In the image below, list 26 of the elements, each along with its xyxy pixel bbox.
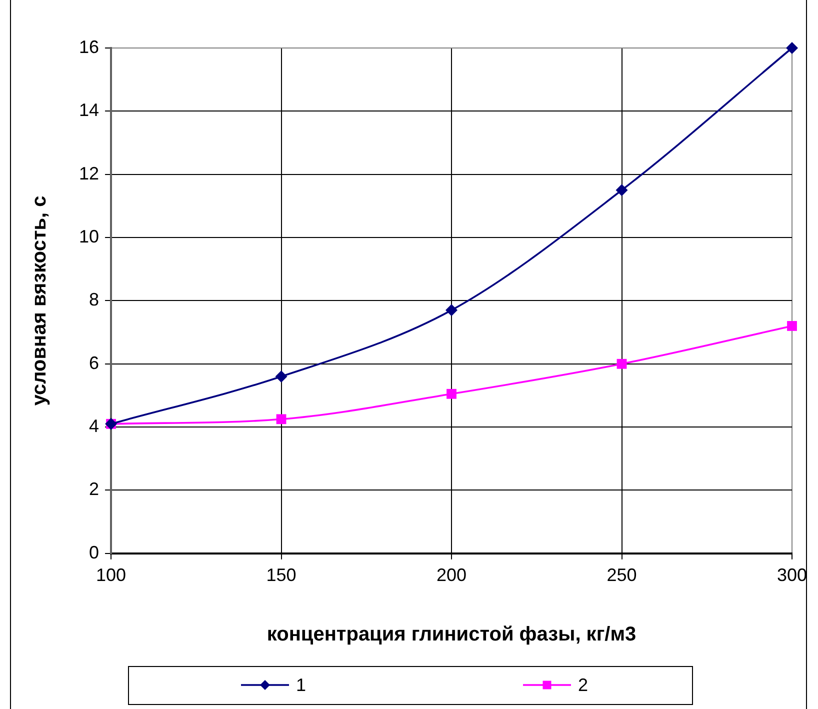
y-tick-label: 6 [89, 352, 100, 373]
point [787, 321, 797, 331]
y-tick-label: 0 [89, 542, 100, 562]
y-axis-title: условная вязкость, с [28, 196, 51, 406]
x-tick-label: 300 [776, 565, 808, 586]
legend-label: 1 [296, 674, 306, 695]
y-tick-label: 10 [78, 226, 100, 246]
y-tick-label: 16 [78, 36, 100, 57]
point [616, 184, 628, 196]
y-tick-label: 14 [78, 100, 100, 120]
x-tick-label: 150 [266, 565, 296, 586]
y-tick-label: 12 [78, 163, 100, 184]
legend-label: 2 [578, 674, 588, 695]
x-axis-title: концентрация глинистой фазы, кг/м3 [266, 624, 636, 646]
y-tick-label: 4 [89, 416, 100, 436]
point [275, 370, 288, 383]
x-tick-label: 100 [96, 565, 126, 586]
point [786, 42, 798, 54]
point [616, 358, 627, 369]
point [446, 388, 456, 399]
y-tick-label: 8 [89, 290, 100, 310]
x-tick-label: 250 [606, 565, 637, 586]
y-tick-label: 2 [89, 479, 100, 500]
point [276, 414, 286, 424]
point [446, 304, 458, 316]
x-tick-label: 200 [436, 565, 467, 586]
